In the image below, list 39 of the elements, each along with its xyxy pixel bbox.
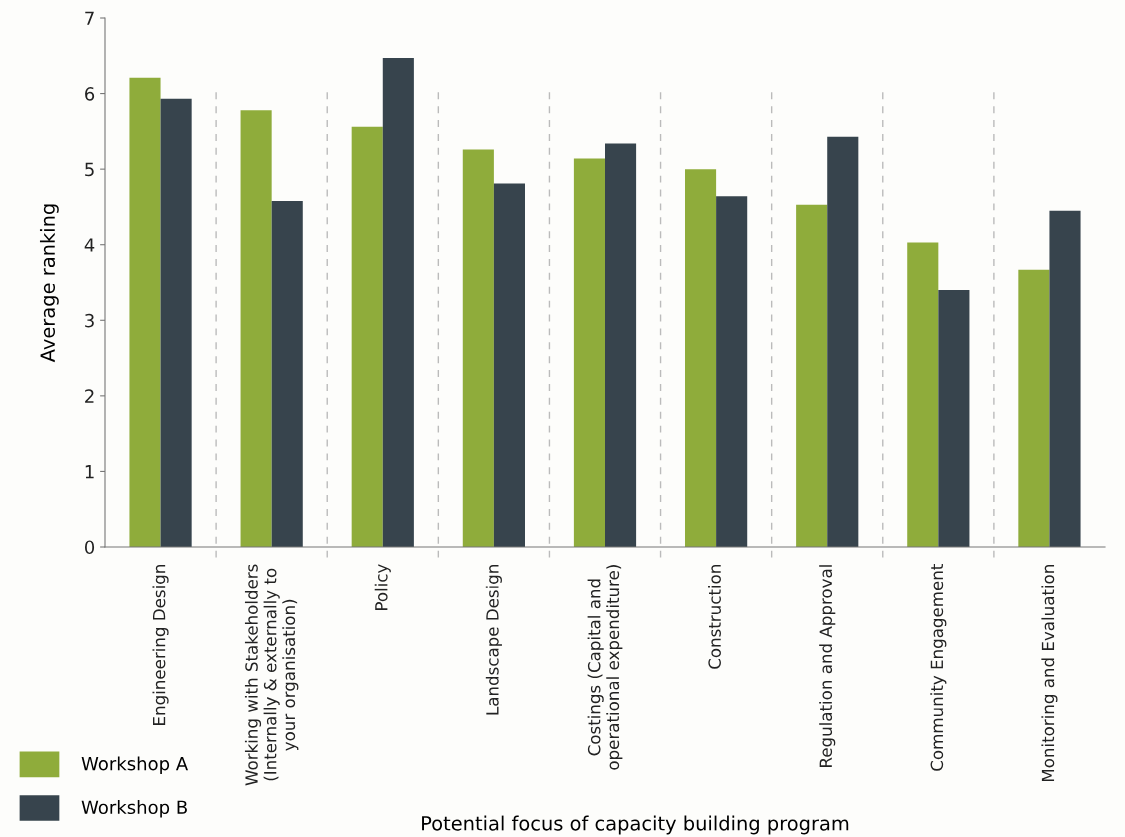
bar: [240, 110, 272, 547]
x-tick-label: Monitoring and Evaluation: [1041, 565, 1058, 782]
bar: [382, 58, 414, 547]
bar: [160, 98, 192, 547]
bar: [907, 242, 939, 547]
x-tick-label: Construction: [708, 565, 721, 669]
bar: [716, 196, 748, 547]
x-tick-label: Policy: [374, 564, 391, 610]
bar: [685, 169, 717, 547]
bar: [573, 158, 605, 547]
bar: [493, 183, 525, 547]
bar: [1018, 269, 1050, 547]
y-tick-label: 3: [85, 313, 94, 328]
x-axis-title: Potential focus of capacity building program: [422, 815, 849, 835]
legend-label: Workshop B: [81, 800, 187, 818]
bar: [605, 143, 637, 547]
bar: [271, 200, 303, 547]
y-tick-label: 4: [84, 238, 95, 252]
bar: [938, 290, 970, 547]
y-axis-title: Average ranking: [39, 204, 59, 363]
x-tick-label: Engineering Design: [152, 565, 169, 725]
x-tick-label: Working with Stakeholders (Internally & externally to your organisation): [244, 564, 299, 786]
bar: [462, 149, 494, 547]
x-tick-label: Regulation and Approval: [819, 565, 836, 767]
y-tick-label: 2: [85, 389, 94, 403]
y-tick-label: 0: [84, 540, 95, 555]
legend-label: Workshop A: [81, 756, 189, 774]
y-tick-label: 6: [85, 87, 95, 101]
bar: [827, 136, 859, 547]
bar: [796, 204, 828, 547]
x-tick-label: Landscape Design: [485, 565, 502, 715]
y-tick-label: 5: [85, 162, 94, 177]
y-tick-label: 7: [85, 11, 94, 25]
bar: [351, 126, 383, 547]
x-tick-label: Community Engagement: [930, 564, 947, 771]
x-tick-label: Costings (Capital and operational expenditure): [587, 565, 623, 770]
y-tick-label: 1: [85, 465, 94, 479]
bar: [1049, 210, 1081, 547]
bar: [129, 77, 161, 547]
